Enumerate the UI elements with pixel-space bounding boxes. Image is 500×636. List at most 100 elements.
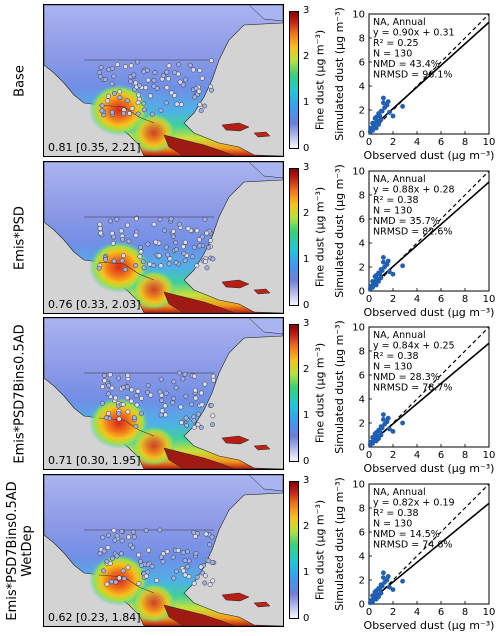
data-point [376, 122, 381, 127]
site-marker [116, 575, 122, 581]
site-marker [199, 570, 205, 576]
site-marker [204, 230, 210, 236]
colorbar [289, 481, 299, 619]
site-marker [105, 532, 111, 538]
site-marker [116, 416, 122, 422]
caribbean-island [253, 601, 271, 608]
site-marker [180, 82, 186, 88]
colorbar-label: Fine dust (μg m⁻³) [312, 11, 328, 149]
dust-hotspot [89, 241, 149, 293]
site-marker [186, 558, 192, 564]
site-marker [120, 402, 126, 407]
site-marker [171, 395, 177, 401]
plot-frame [368, 326, 490, 448]
stat-nrmsd: NRMSD = 96.1% [373, 70, 452, 81]
site-marker [109, 579, 114, 585]
x-tick-label: 4 [414, 450, 420, 461]
data-point [381, 255, 386, 260]
y-tick-label: 2 [359, 263, 365, 274]
site-marker [181, 250, 187, 256]
site-marker [182, 239, 188, 245]
colorbar [289, 324, 299, 462]
site-marker [105, 391, 111, 397]
site-marker [180, 244, 186, 250]
site-marker [151, 77, 157, 83]
site-marker [133, 216, 139, 222]
site-marker [111, 258, 117, 264]
map-svg [44, 162, 283, 313]
site-marker [168, 216, 174, 222]
site-marker [133, 393, 139, 399]
site-marker [139, 562, 144, 568]
site-marker [105, 93, 111, 99]
y-tick-label: 10 [352, 480, 365, 491]
site-marker [195, 422, 201, 428]
y-tick-label: 0 [359, 443, 365, 454]
site-marker [131, 534, 137, 540]
dust-hotspot [132, 113, 176, 153]
data-point [385, 258, 391, 264]
site-marker [202, 573, 208, 579]
site-marker [102, 77, 108, 82]
site-marker [178, 404, 184, 410]
site-marker [196, 237, 202, 243]
site-marker [97, 221, 103, 227]
dust-hotspot [89, 84, 149, 136]
colorbar-label-text: Fine dust (μg m⁻³) [313, 186, 327, 288]
site-marker [104, 558, 110, 564]
site-marker [113, 579, 119, 585]
greenland [248, 5, 283, 22]
site-marker [109, 385, 115, 391]
site-marker [137, 254, 143, 259]
site-marker [129, 105, 135, 111]
site-marker [116, 411, 122, 417]
site-marker [133, 263, 139, 268]
site-marker [173, 247, 179, 252]
plot-frame [368, 13, 490, 135]
site-marker [135, 388, 141, 394]
site-marker [138, 249, 144, 255]
site-marker [174, 101, 180, 107]
row-label: Emis*PSD [0, 161, 40, 314]
site-marker [138, 558, 144, 564]
site-marker [204, 265, 210, 271]
data-point [378, 117, 384, 122]
site-marker [101, 548, 107, 554]
site-marker [129, 387, 135, 393]
data-point [370, 285, 375, 290]
y-tick-label: 4 [359, 552, 365, 563]
site-marker [118, 228, 124, 234]
data-point [390, 113, 396, 119]
x-tick-label: 6 [438, 294, 444, 305]
y-axis-label: Simulated dust (μg m⁻³) [333, 164, 346, 298]
data-point [378, 590, 384, 596]
site-marker [171, 575, 177, 581]
site-marker [163, 244, 169, 250]
site-marker [190, 254, 196, 260]
site-marker [209, 534, 215, 540]
site-marker [124, 395, 130, 401]
site-marker [110, 240, 116, 246]
y-tick-label: 8 [359, 504, 365, 515]
site-marker [96, 265, 102, 271]
site-marker [208, 402, 214, 408]
x-axis-label: Observed dust (μg m⁻³) [364, 149, 495, 161]
site-marker [107, 372, 113, 378]
site-marker [109, 230, 115, 236]
y-axis-label: Simulated dust (μg m⁻³) [333, 7, 346, 141]
site-marker [172, 69, 178, 75]
x-tick-label: 8 [462, 607, 468, 618]
site-marker [177, 79, 183, 85]
data-point [381, 575, 386, 580]
site-marker [185, 564, 191, 570]
data-point [378, 582, 384, 588]
site-marker [160, 73, 166, 79]
stat-equation: y = 0.88x + 0.28 [373, 185, 455, 196]
colorbar-label-text: Fine dust (μg m⁻³) [313, 29, 327, 131]
colorbar-tick: 3 [303, 5, 310, 16]
site-marker [114, 216, 120, 222]
site-marker [193, 86, 199, 91]
data-point [384, 102, 390, 108]
